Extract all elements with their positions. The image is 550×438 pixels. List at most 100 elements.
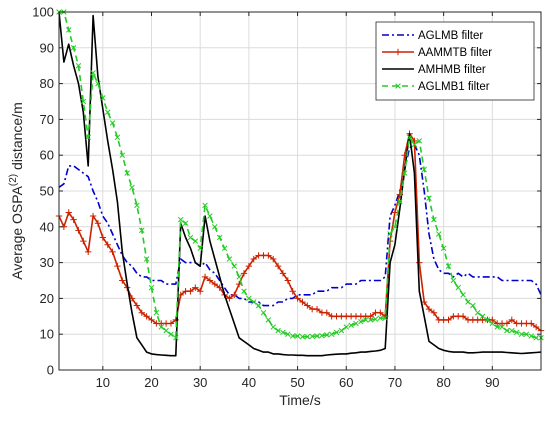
- data-point: [206, 277, 214, 284]
- data-point: [148, 316, 155, 324]
- x-tick-label: 10: [96, 375, 110, 390]
- data-point: [133, 302, 141, 309]
- data-point: [430, 309, 438, 316]
- data-point: [240, 270, 248, 277]
- y-axis-title: Average OSPA(2) distance/m: [8, 102, 25, 279]
- data-point: [406, 134, 413, 141]
- data-point: [246, 295, 252, 302]
- data-point: [158, 324, 164, 330]
- data-point: [265, 317, 272, 323]
- data-point: [353, 320, 359, 327]
- legend-label: AGLMB filter: [418, 30, 483, 42]
- data-point: [313, 305, 321, 313]
- series-3: [58, 11, 542, 357]
- legend-label: AAMMTB filter: [418, 47, 492, 59]
- data-point: [372, 316, 379, 322]
- x-axis-title: Time/s: [279, 392, 320, 408]
- series-layer: [55, 9, 545, 357]
- data-point: [80, 98, 87, 105]
- data-point: [294, 295, 301, 302]
- data-point: [109, 120, 116, 126]
- data-point: [114, 262, 121, 270]
- data-point: [479, 313, 486, 320]
- data-point: [411, 141, 418, 148]
- data-point: [314, 333, 320, 339]
- data-point: [94, 220, 102, 227]
- data-point: [304, 302, 311, 309]
- data-point: [75, 62, 82, 69]
- data-point: [294, 333, 301, 339]
- data-point: [221, 245, 228, 252]
- series-4: [56, 9, 544, 341]
- y-tick-label: 40: [40, 219, 54, 234]
- data-point: [358, 318, 364, 325]
- data-point: [425, 305, 433, 313]
- data-point: [280, 329, 286, 336]
- data-point: [533, 335, 539, 341]
- data-point: [299, 298, 306, 306]
- data-point: [192, 238, 199, 244]
- data-point: [338, 327, 345, 334]
- data-point: [177, 216, 184, 223]
- data-point: [114, 134, 121, 141]
- data-point: [173, 335, 179, 341]
- data-point: [508, 316, 515, 324]
- x-tick-label: 60: [339, 375, 353, 390]
- data-point: [323, 309, 330, 316]
- data-point: [489, 320, 496, 327]
- data-point: [104, 109, 111, 115]
- series-line: [58, 143, 542, 307]
- y-axis-title-superscript: (2): [8, 174, 19, 186]
- legend-marker: [395, 83, 401, 89]
- data-point: [445, 263, 452, 269]
- data-point: [134, 202, 140, 209]
- data-point: [163, 327, 169, 334]
- data-point: [143, 313, 150, 320]
- y-tick-label: 50: [40, 184, 54, 199]
- data-point: [167, 320, 175, 327]
- data-point: [226, 256, 233, 262]
- data-point: [143, 256, 150, 262]
- y-tick-label: 10: [40, 327, 54, 342]
- data-point: [401, 170, 408, 176]
- data-point: [304, 333, 311, 340]
- data-point: [362, 317, 369, 323]
- data-point: [421, 166, 427, 173]
- data-point: [231, 291, 238, 299]
- data-point: [129, 184, 135, 191]
- data-point: [153, 309, 160, 316]
- data-point: [75, 227, 82, 234]
- data-point: [450, 277, 457, 284]
- data-point: [250, 299, 257, 305]
- data-point: [274, 262, 282, 270]
- data-point: [299, 333, 306, 340]
- data-point: [416, 138, 423, 144]
- axis-ticks: 10 20 30 40 50 60 70 80 90 0 10 20 30 40 50 60 70 80 90 100: [32, 5, 541, 390]
- data-point: [289, 288, 296, 295]
- data-point: [499, 324, 505, 330]
- data-point: [139, 227, 145, 234]
- data-point: [95, 80, 101, 87]
- data-point: [460, 292, 466, 298]
- data-point: [70, 216, 77, 223]
- data-point: [455, 284, 461, 291]
- data-point: [182, 220, 189, 226]
- legend-marker: [394, 48, 402, 56]
- data-point: [513, 329, 520, 336]
- data-point: [465, 299, 471, 305]
- data-point: [348, 322, 354, 329]
- data-point: [241, 288, 247, 294]
- data-point: [65, 209, 72, 216]
- data-point: [319, 332, 325, 339]
- data-point: [196, 288, 204, 295]
- data-point: [382, 315, 388, 321]
- data-point: [343, 324, 350, 330]
- data-point: [70, 45, 77, 51]
- x-tick-label: 40: [242, 375, 256, 390]
- data-point: [236, 274, 242, 280]
- data-point: [285, 331, 291, 337]
- legend-item: AGLMB filter: [382, 30, 483, 42]
- data-point: [119, 277, 126, 284]
- legend-item: AMHMB filter: [382, 64, 486, 76]
